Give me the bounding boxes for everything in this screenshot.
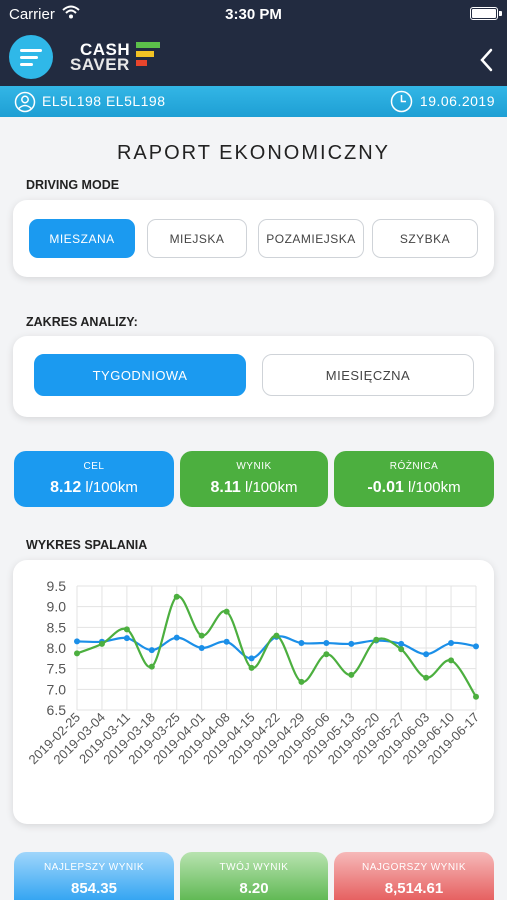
series-0-point [123, 635, 130, 642]
mode-mieszana-button[interactable]: MIESZANA [29, 219, 135, 258]
result-unit: l/100km [240, 479, 298, 496]
result-value: 8.11 [210, 479, 241, 496]
logo-saver-text: SAVER [70, 55, 130, 74]
consumption-chart-card: 9.5 9.0 8.5 8.0 7.5 7.0 6.5 2019-02-25 2019-03-0… [13, 560, 494, 824]
series-0-point [473, 643, 479, 650]
series-1-point [398, 646, 405, 653]
series-1-point [323, 651, 330, 658]
range-monthly-button[interactable]: MIESIĘCZNA [262, 354, 474, 396]
series-0-point [74, 638, 80, 645]
series-1-point [273, 632, 280, 639]
series-1-point [373, 636, 380, 643]
report-date: 19.06.2019 [419, 93, 495, 109]
target-value-line: 8.12 l/100km [14, 479, 174, 497]
clock-icon [390, 90, 413, 113]
worst-result-stat: NAJGORSZY WYNIK 8,514.61 [334, 852, 494, 900]
analysis-range-card: TYGODNIOWA MIESIĘCZNA [13, 336, 494, 417]
target-stat: CEL 8.12 l/100km [14, 451, 174, 507]
range-weekly-button[interactable]: TYGODNIOWA [34, 354, 246, 396]
mode-miejska-button[interactable]: MIEJSKA [147, 219, 247, 258]
series-1-point [223, 608, 230, 615]
series-1-point [148, 663, 155, 670]
menu-button[interactable] [9, 35, 53, 79]
info-bar: EL5L198 EL5L198 19.06.2019 [0, 86, 507, 117]
back-chevron-icon[interactable] [479, 48, 495, 72]
vehicle-id: EL5L198 EL5L198 [42, 93, 166, 109]
series-1-point [98, 640, 105, 647]
app-header: Carrier 3:30 PM CASH SAVER [0, 0, 507, 86]
best-result-label: NAJLEPSZY WYNIK [43, 862, 145, 873]
series-0-point [348, 640, 355, 647]
analysis-range-label: ZAKRES ANALIZY: [26, 315, 138, 329]
mode-szybka-button[interactable]: SZYBKA [372, 219, 478, 258]
y-tick-label: 8.0 [47, 640, 67, 656]
series-1-point [448, 657, 455, 664]
wifi-icon [62, 5, 80, 19]
target-unit: l/100km [81, 479, 138, 496]
y-tick-label: 9.5 [47, 578, 67, 594]
difference-unit: l/100km [403, 479, 461, 496]
result-label: WYNIK [236, 461, 272, 472]
y-tick-label: 6.5 [47, 702, 67, 718]
series-1-point [74, 650, 80, 657]
consumption-chart: 9.59.08.58.07.57.06.52019-02-252019-03-0… [25, 578, 482, 767]
series-1-point [248, 664, 255, 671]
target-label: CEL [83, 461, 105, 472]
cash-saver-logo: CASH SAVER [70, 40, 170, 74]
target-value: 8.12 [50, 479, 82, 496]
series-0-point [298, 640, 305, 647]
series-1-point [348, 671, 355, 678]
driving-mode-card: MIESZANA MIEJSKA POZAMIEJSKA SZYBKA [13, 200, 494, 277]
status-bar: Carrier 3:30 PM [0, 0, 507, 30]
series-0-point [198, 645, 205, 651]
difference-value-line: -0.01 l/100km [334, 479, 494, 497]
user-icon [14, 91, 36, 113]
y-tick-label: 7.0 [47, 681, 67, 697]
series-0-point [173, 634, 180, 641]
result-value-line: 8.11 l/100km [180, 479, 328, 497]
series-1-point [473, 693, 479, 700]
series-1-point [123, 626, 130, 633]
your-result-value: 8.20 [239, 880, 269, 897]
series-0-point [223, 638, 230, 645]
series-1-point [423, 674, 430, 681]
y-tick-label: 7.5 [47, 661, 67, 677]
mode-pozamiejska-button[interactable]: POZAMIEJSKA [258, 219, 364, 258]
series-1-point [298, 678, 305, 685]
series-1-point [173, 593, 180, 600]
series-0-point [398, 640, 405, 647]
series-0-point [448, 640, 455, 647]
battery-icon [470, 7, 498, 20]
page-title: RAPORT EKONOMICZNY [116, 142, 391, 164]
series-0-point [148, 647, 155, 654]
battery-nub [499, 11, 502, 16]
logo-cash-text: CASH [80, 40, 131, 59]
series-1-point [198, 632, 205, 639]
best-result-stat: NAJLEPSZY WYNIK 854.35 [14, 852, 174, 900]
your-result-stat: TWÓJ WYNIK 8.20 [180, 852, 328, 900]
result-stat: WYNIK 8.11 l/100km [180, 451, 328, 507]
chart-section-label: WYKRES SPALANIA [26, 538, 148, 552]
logo-flag-icon [136, 42, 160, 66]
your-result-label: TWÓJ WYNIK [219, 862, 289, 873]
worst-result-value: 8,514.61 [384, 880, 444, 897]
worst-result-label: NAJGORSZY WYNIK [362, 862, 466, 873]
difference-value: -0.01 [367, 479, 404, 496]
carrier-label: Carrier [9, 6, 55, 23]
difference-label: RÓŻNICA [389, 461, 439, 472]
difference-stat: RÓŻNICA -0.01 l/100km [334, 451, 494, 507]
status-time: 3:30 PM [225, 6, 282, 23]
best-result-value: 854.35 [71, 880, 117, 897]
series-0-point [248, 655, 255, 662]
y-tick-label: 8.5 [47, 619, 67, 635]
y-tick-label: 9.0 [47, 599, 67, 615]
driving-mode-label: DRIVING MODE [26, 178, 120, 192]
series-0-point [423, 651, 430, 658]
series-0-point [323, 640, 330, 647]
